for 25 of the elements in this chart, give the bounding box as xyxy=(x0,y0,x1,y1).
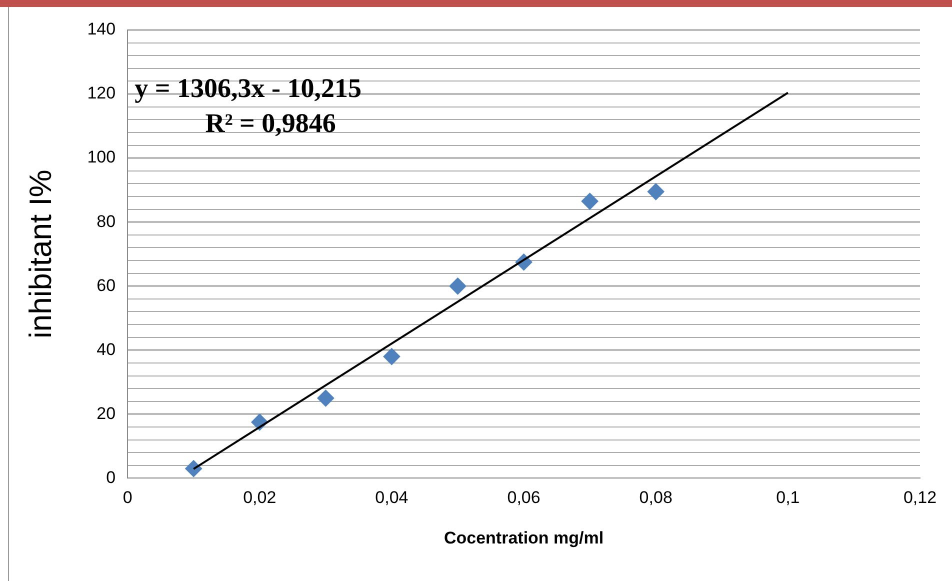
point xyxy=(581,192,598,210)
y-tick-label: 80 xyxy=(96,212,116,231)
y-tick-label: 60 xyxy=(96,276,116,295)
x-tick-label: 0,1 xyxy=(776,488,800,508)
annotation: y = 1306,3x - 10,215 xyxy=(134,72,362,103)
point xyxy=(383,348,400,366)
x-tick-label: 0 xyxy=(122,488,132,508)
x-tick-label: 0,06 xyxy=(507,488,540,508)
point xyxy=(647,183,664,200)
y-tick-label: 100 xyxy=(87,148,116,167)
point xyxy=(449,278,466,295)
y-tick-label: 0 xyxy=(106,468,116,487)
x-tick-label: 0,12 xyxy=(903,488,937,508)
annotation: R² = 0,9846 xyxy=(205,108,336,138)
x-tick-label: 0,08 xyxy=(639,488,672,508)
x-tick-label: 0,04 xyxy=(375,488,408,508)
point xyxy=(185,460,202,478)
y-tick-label: 20 xyxy=(96,404,116,423)
x-tick-label: 0,02 xyxy=(243,488,276,508)
x-axis-title: Cocentration mg/ml xyxy=(444,528,604,548)
y-axis-title: inhibitant I% xyxy=(23,170,58,339)
point xyxy=(317,390,334,407)
y-tick-label: 140 xyxy=(87,20,116,39)
y-tick-label: 120 xyxy=(87,84,116,103)
y-tick-label: 40 xyxy=(96,340,116,359)
